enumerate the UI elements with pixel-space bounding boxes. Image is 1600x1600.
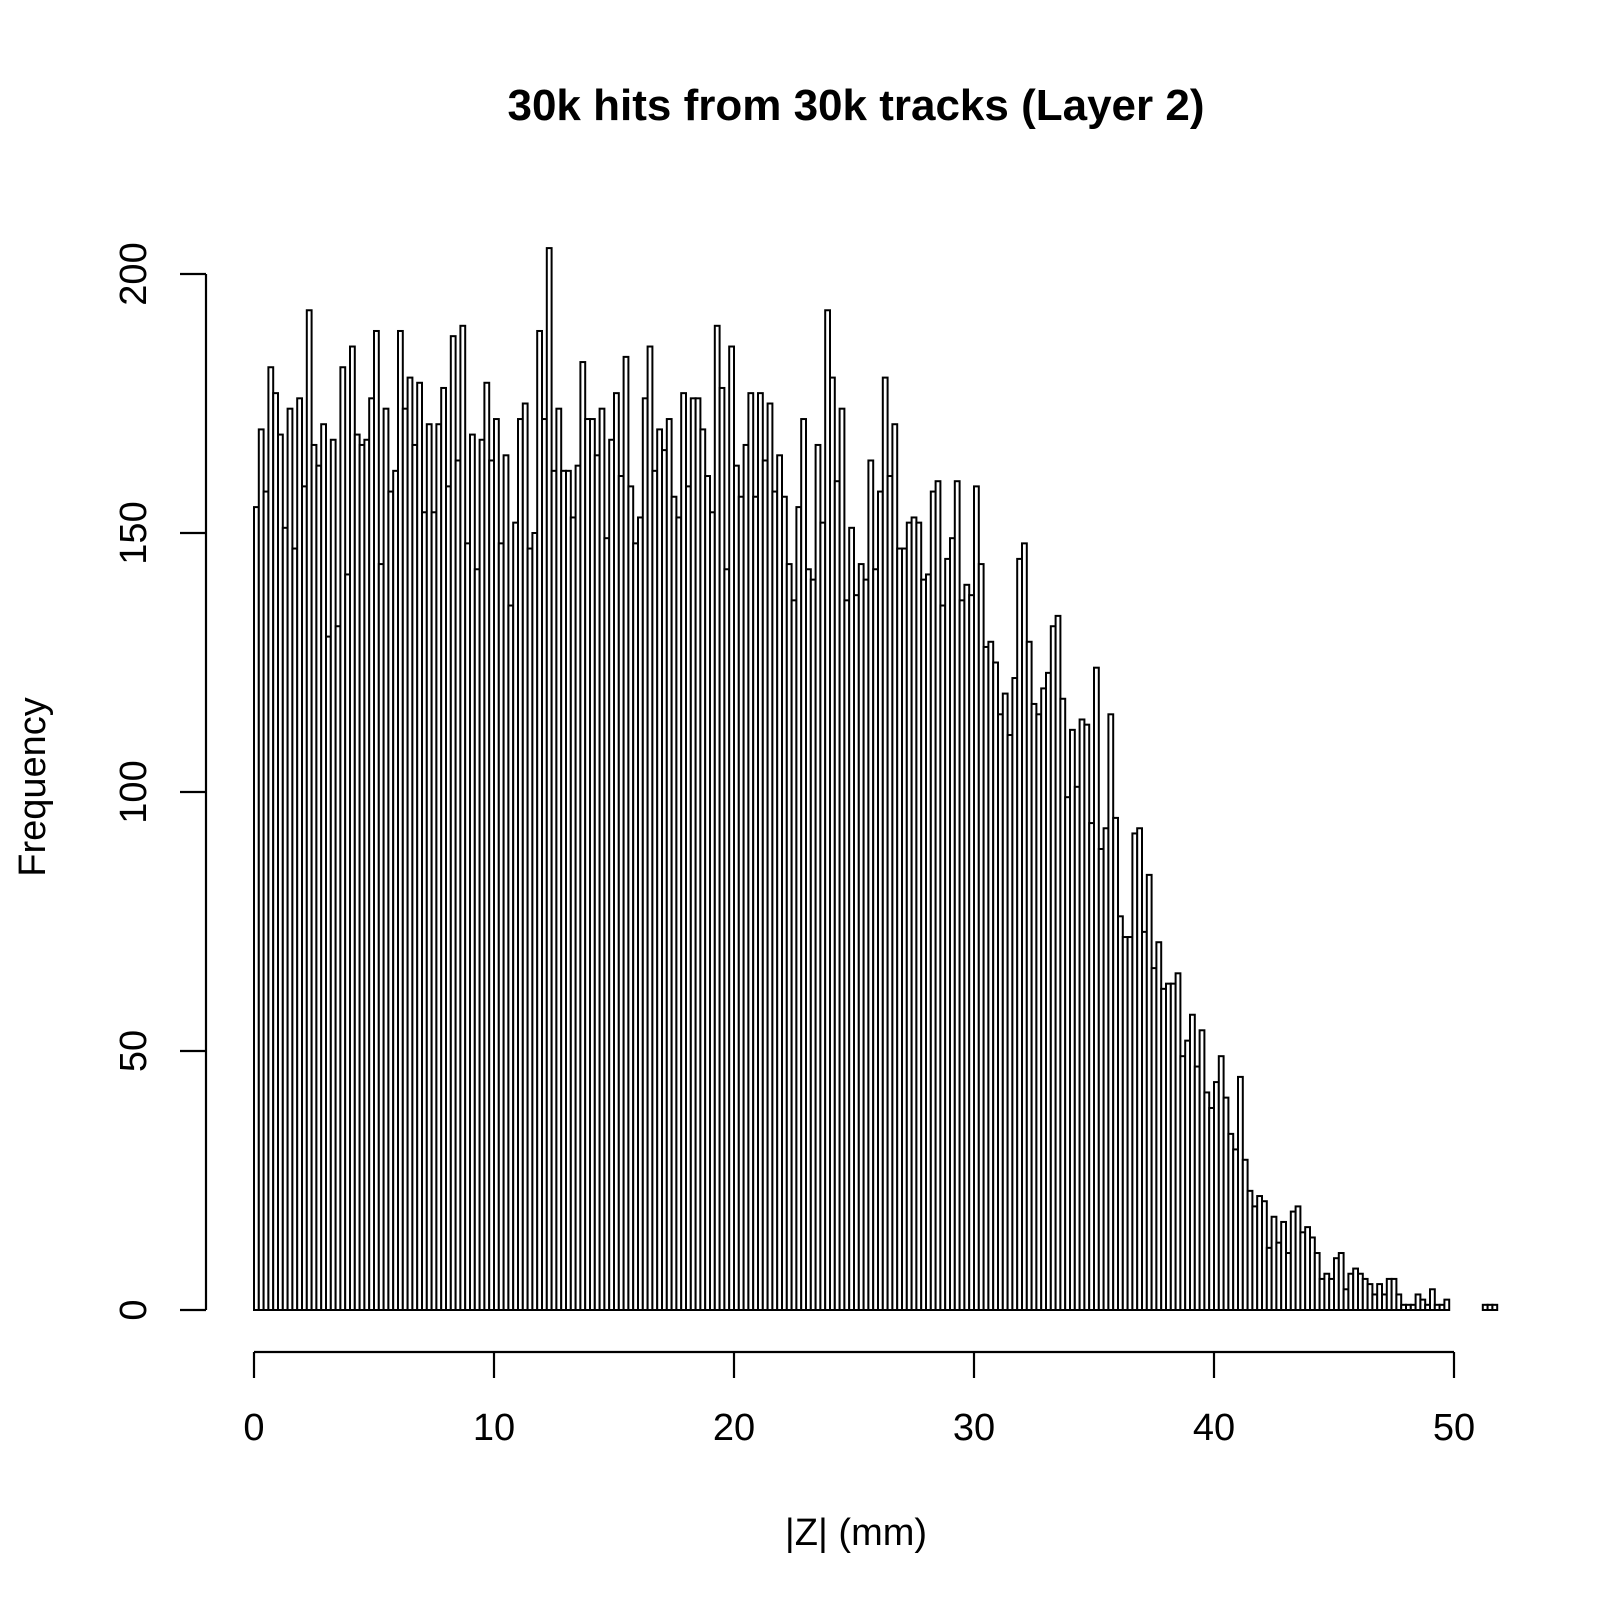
histogram-bar [1429, 1288, 1436, 1312]
x-tick-label: 10 [473, 1407, 515, 1449]
x-tick-label: 50 [1433, 1407, 1475, 1449]
x-tick-label: 30 [953, 1407, 995, 1449]
y-axis-label: Frequency [12, 697, 54, 877]
bars-group [253, 247, 1499, 1312]
histogram-bar [1337, 1252, 1345, 1312]
chart-title: 30k hits from 30k tracks (Layer 2) [507, 81, 1204, 130]
y-tick-label: 100 [113, 760, 155, 823]
y-axis: 0 50 100 150 200 [113, 242, 208, 1321]
x-tick-label: 20 [713, 1407, 755, 1449]
histogram-bar [1395, 1293, 1403, 1311]
histogram-bar [1443, 1298, 1451, 1312]
x-axis-label: |Z| (mm) [785, 1512, 927, 1554]
y-tick-label: 200 [113, 242, 155, 305]
x-tick-label: 40 [1193, 1407, 1235, 1449]
histogram-bar [1491, 1303, 1499, 1311]
x-axis: 0 10 20 30 40 50 [243, 1350, 1475, 1449]
y-tick-label: 150 [113, 501, 155, 564]
y-tick-label: 50 [113, 1030, 155, 1072]
x-tick-label: 0 [243, 1407, 264, 1449]
y-tick-label: 0 [113, 1299, 155, 1320]
